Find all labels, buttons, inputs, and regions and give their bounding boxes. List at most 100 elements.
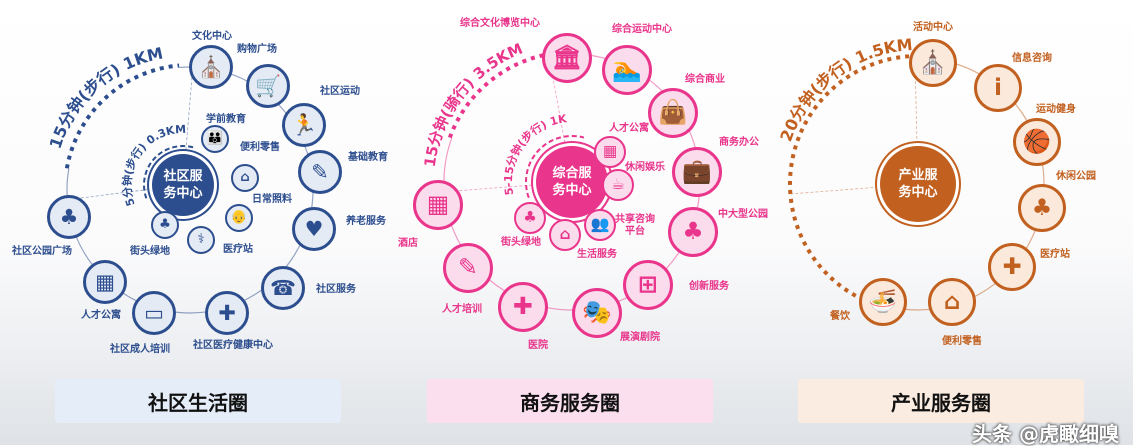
outer-node: ☎ [261,266,305,310]
outer-node: ♣ [668,207,718,257]
bar-community-life-circle: 社区生活圈 [55,379,341,423]
treadmill-icon: 🏃 [290,112,317,137]
outer-node: 💼 [672,147,722,197]
bar-label: 社区生活圈 [148,390,248,415]
bar-industry-service-circle: 产业服务圈 [798,379,1084,423]
node-label: 休闲娱乐 [625,162,665,173]
bar-business-service-circle: 商务服务圈 [427,379,713,423]
node-label: 人才公寓 [81,310,121,321]
inner-node: ⌂ [231,164,259,192]
node-label: 综合商业 [685,74,725,85]
node-label: 运动健身 [1036,104,1076,115]
network-diagram-icon: ⊞ [638,270,658,299]
info-icon: i [994,74,1002,101]
node-label: 便利零售 [240,142,280,153]
center-label: 社区服 [163,169,203,184]
center-label: 务中心 [552,183,592,198]
businessman-briefcase-icon: 💼 [682,157,712,186]
outer-node: ✎ [298,150,342,194]
storefront-icon: ⌂ [943,288,961,315]
inner-node: 👪 [201,125,229,153]
node-label: 综合文化博览中心 [460,18,540,29]
service-center-community: 社区服 务中心 [152,154,214,216]
store-house-icon: ⌂ [240,170,250,186]
inner-node: 👴 [225,204,253,232]
coffee-cup-icon: ☕ [611,175,625,194]
node-label: 展演剧院 [620,332,660,343]
elderly-cane-icon: 👴 [230,210,248,226]
center-label: 综合服 [552,166,592,181]
tree-bench-icon: ♣ [523,208,537,227]
node-label: 便利零售 [942,336,982,347]
teacher-board-icon: ▭ [144,300,164,325]
bar-label: 商务服务圈 [520,390,620,415]
node-label: 医院 [528,340,548,351]
noodle-bowl-icon: 🍜 [868,288,898,315]
apartment-building-icon: ▦ [95,269,115,294]
outer-node: ▦ [413,180,463,230]
inner-node: ☕ [602,169,634,201]
node-label: 创新服务 [689,281,729,292]
node-label: 共享咨询 平台 [615,214,655,238]
node-label: 学前教育 [206,114,246,125]
medical-kit-icon: ✚ [218,300,236,325]
node-label: 医疗站 [1040,249,1070,260]
node-label: 生活服务 [577,249,617,260]
church-icon: ⛪ [918,49,948,76]
outer-node: 🏀 [1013,118,1061,166]
theater-curtain-icon: 🎭 [582,298,612,327]
node-label: 社区成人培训 [110,344,170,355]
distance-arc-label: 15分钟(骑行) 3.5KM [421,40,526,169]
inner-dashed-ring [525,135,585,199]
node-label: 酒店 [398,238,418,249]
node-label-line: 平台 [625,226,645,237]
inner-node: 👥 [584,209,616,241]
outer-node: ⌂ [928,278,976,326]
outer-node: ✎ [443,243,493,293]
people-group-icon: 👥 [590,215,610,234]
outer-node: 🎭 [572,288,622,338]
outer-node: 🏛 [542,33,592,83]
storefront-icon: ⌂ [559,225,571,244]
center-label: 务中心 [163,186,203,201]
node-label: 街头绿地 [130,246,170,257]
outer-node: ⛪ [909,39,957,87]
outer-node: 🛒 [246,64,290,108]
basketball-icon: 🏀 [1022,128,1052,155]
center-label: 务中心 [898,185,938,200]
outer-node: ♥ [292,207,336,251]
apartment-building-icon: ▦ [602,142,618,161]
bar-label: 产业服务圈 [891,390,991,415]
node-label: 街头绿地 [501,237,541,248]
park-tree-icon: ♣ [59,204,79,229]
stethoscope-icon: ⚕ [197,232,205,248]
student-desk-icon: ✎ [311,159,329,184]
node-label: 医疗站 [223,244,253,255]
family-children-icon: 👪 [206,131,224,147]
node-label: 信息咨询 [1012,53,1052,64]
node-label: 休闲公园 [1056,171,1096,182]
distance-arc-label: 20分钟(步行) 1.5KM [776,35,913,144]
inner-node: ⚕ [187,226,215,254]
inner-node: ♣ [514,202,546,234]
care-hands-icon: ♥ [304,216,324,241]
outer-node: ♣ [47,195,91,239]
dotted-ring [447,52,550,139]
hospital-icon: ✚ [513,292,533,321]
node-label: 综合运动中心 [612,24,672,35]
inner-node: ▦ [594,136,626,168]
node-label: 商务办公 [719,137,759,148]
node-label: 人才培训 [442,304,482,315]
shopping-cart-icon: 🛒 [254,73,281,98]
node-label: 日常照料 [252,194,292,205]
outer-node: 👜 [648,88,698,138]
node-label: 活动中心 [913,22,953,33]
node-label: 餐饮 [830,311,850,322]
shopping-bag-icon: 👜 [658,98,688,127]
tree-bench-icon: ♣ [159,217,171,233]
node-label: 社区服务 [316,284,356,295]
outer-node: ▭ [132,291,176,335]
trees-icon: ♣ [682,217,704,246]
outer-node: ✚ [205,291,249,335]
node-label: 中大型公园 [718,209,768,220]
